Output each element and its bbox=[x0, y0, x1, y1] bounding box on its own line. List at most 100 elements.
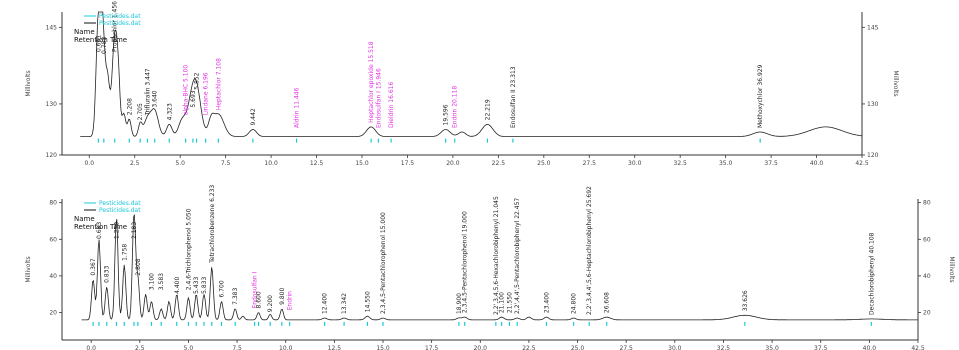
peak-label: Trifluralin 3.447 bbox=[144, 68, 151, 116]
x-tick-label: 5.0 bbox=[175, 160, 185, 167]
x-tick-label: 30.0 bbox=[668, 345, 682, 350]
peak-label: 24.800 bbox=[571, 293, 578, 314]
peak-label: 12.400 bbox=[322, 293, 329, 314]
x-tick-label: 25.0 bbox=[571, 345, 585, 350]
x-tick-label: 10.0 bbox=[279, 345, 293, 350]
y-tick-label-left: 145 bbox=[46, 24, 58, 31]
y-tick-label-left: 130 bbox=[46, 101, 58, 108]
x-tick-label: 20.0 bbox=[446, 160, 460, 167]
peak-label: 3.583 bbox=[158, 273, 165, 290]
peak-label: 2,2',3,4,4',5,6-Heptachlorobiphenyl 25.6… bbox=[586, 186, 593, 315]
x-tick-label: 27.5 bbox=[620, 345, 634, 350]
peak-label: 2,2',4,4',5-Pentachlorobiphenyl 22.457 bbox=[514, 198, 521, 314]
peak-label: 0.661 bbox=[95, 35, 102, 52]
peak-label: 21.100 bbox=[499, 292, 506, 313]
peak-label: Endosulfan I 15.946 bbox=[375, 68, 382, 128]
x-tick-label: 17.5 bbox=[401, 160, 415, 167]
x-tick-label: 30.0 bbox=[628, 160, 642, 167]
chromatogram-trace bbox=[80, 11, 863, 137]
y-tick-label-right: 145 bbox=[867, 24, 879, 31]
x-tick-label: 42.5 bbox=[855, 160, 869, 167]
peak-label: 33.626 bbox=[742, 290, 749, 311]
peak-label: 3.640 bbox=[152, 90, 159, 107]
peak-label: 22.219 bbox=[484, 99, 491, 120]
y-tick-label-right: 130 bbox=[867, 101, 879, 108]
x-tick-label: 12.5 bbox=[310, 160, 324, 167]
peak-label: 0.783 bbox=[101, 37, 108, 54]
chart-bottom-chromatogram: 0.0 2.5 5.0 7.5 10.0 12.5 15.0 17.5 20.0 22.5 25.0… bbox=[25, 185, 955, 350]
peak-label: 2.808 bbox=[135, 258, 142, 275]
legend-field: Name bbox=[74, 215, 95, 223]
peak-label: Decachlorobiphenyl 40.108 bbox=[868, 232, 875, 315]
x-tick-label: 42.5 bbox=[911, 345, 925, 350]
legend-item: Pesticides.dat bbox=[99, 13, 141, 20]
y-axis-title-right: Millivolts bbox=[948, 256, 955, 282]
y-tick-label-left: 120 bbox=[46, 152, 58, 159]
peak-label: alpha-BHC 5.100 bbox=[183, 65, 190, 116]
x-tick-label: 7.5 bbox=[221, 160, 231, 167]
x-tick-label: 35.0 bbox=[765, 345, 779, 350]
peak-label: 2,3,4,5-Pentachlorophenol 15.000 bbox=[380, 212, 387, 314]
x-tick-label: 5.0 bbox=[184, 345, 194, 350]
legend-item: Pesticides.dat bbox=[99, 200, 141, 207]
x-tick-label: 25.0 bbox=[537, 160, 551, 167]
peak-label: 9.200 bbox=[267, 295, 274, 312]
x-tick-label: 20.0 bbox=[474, 345, 488, 350]
peak-label: Endrin bbox=[287, 291, 294, 311]
y-axis-title-left: Millivolts bbox=[25, 256, 32, 282]
y-tick-label-right: 60 bbox=[923, 236, 931, 243]
peak-label: Aldrin 11.446 bbox=[294, 87, 301, 128]
y-tick-label-left: 20 bbox=[49, 310, 57, 317]
x-tick-label: 12.5 bbox=[328, 345, 342, 350]
peak-label: 8.600 bbox=[255, 291, 262, 308]
peak-label: 18.900 bbox=[456, 293, 463, 314]
legend-field: Retention Time bbox=[74, 223, 127, 231]
peak-label: Tetrachlorobenzene 6.233 bbox=[209, 185, 216, 264]
peak-label: 2,2',3,4,5,6-Hexachlorobiphenyl 21.045 bbox=[493, 196, 500, 315]
x-tick-label: 32.5 bbox=[717, 345, 731, 350]
peak-label: 2,4,6-Trichlorophenol 5.050 bbox=[185, 208, 192, 290]
peak-label: Methoxychlor 36.929 bbox=[757, 64, 764, 128]
legend-field: Retention Time bbox=[74, 36, 127, 44]
y-tick-label-right: 20 bbox=[923, 310, 931, 317]
x-tick-label: 22.5 bbox=[522, 345, 536, 350]
x-tick-label: 40.0 bbox=[863, 345, 877, 350]
peak-label: 2.208 bbox=[126, 98, 133, 115]
y-tick-label-right: 40 bbox=[923, 273, 931, 280]
peak-label: 0.833 bbox=[104, 266, 111, 283]
peak-label: Dieldrin 16.616 bbox=[388, 82, 395, 128]
peak-label: Heptachlor 7.108 bbox=[215, 58, 222, 110]
peak-label: 14.550 bbox=[364, 291, 371, 312]
y-tick-label-right: 120 bbox=[867, 152, 879, 159]
y-axis-title-left: Millivolts bbox=[25, 70, 32, 96]
x-tick-label: 10.0 bbox=[264, 160, 278, 167]
x-tick-label: 0.0 bbox=[84, 160, 94, 167]
chart-top-chromatogram: 0.0 2.5 5.0 7.5 10.0 12.5 15.0 17.5 20.0 22.5 25.0… bbox=[25, 1, 899, 167]
x-tick-label: 0.0 bbox=[86, 345, 96, 350]
y-tick-label-left: 80 bbox=[49, 200, 57, 207]
x-tick-label: 35.0 bbox=[719, 160, 733, 167]
peak-label: 5.693 bbox=[190, 90, 197, 107]
x-tick-label: 37.5 bbox=[814, 345, 828, 350]
y-tick-label-left: 60 bbox=[49, 236, 57, 243]
peak-label: Endosulfan II 23.313 bbox=[510, 66, 517, 128]
peak-label: Lindane 6.196 bbox=[203, 72, 210, 115]
peak-label: 3.100 bbox=[148, 273, 155, 290]
peak-label: 5.852 bbox=[194, 72, 201, 89]
legend-field: Name bbox=[74, 28, 95, 36]
x-tick-label: 32.5 bbox=[674, 160, 688, 167]
x-tick-label: 15.0 bbox=[376, 345, 390, 350]
x-tick-label: 27.5 bbox=[583, 160, 597, 167]
peak-label: 9.442 bbox=[250, 108, 257, 125]
peak-label: 2,3,4,5-Pentachlorophenol 19.000 bbox=[462, 211, 469, 313]
x-tick-label: 22.5 bbox=[492, 160, 506, 167]
peak-label: 1.250 bbox=[113, 222, 120, 239]
x-tick-label: 15.0 bbox=[355, 160, 369, 167]
peak-label: Heptachlor epoxide 15.518 bbox=[368, 41, 375, 123]
peak-label: 7.383 bbox=[232, 288, 239, 305]
peak-label: 5.433 bbox=[193, 277, 200, 294]
peak-label: Endrin 20.118 bbox=[452, 86, 459, 128]
chromatogram-trace bbox=[81, 214, 918, 321]
peak-label: 21.550 bbox=[506, 292, 513, 313]
